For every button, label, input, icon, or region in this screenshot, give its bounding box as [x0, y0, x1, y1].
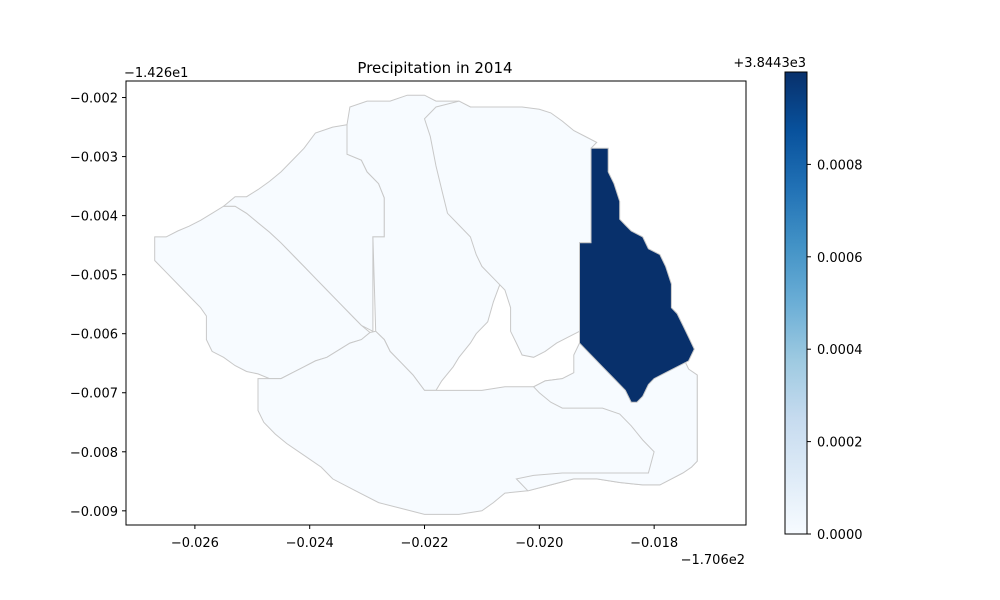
colorbar-tick-label: 0.0006	[817, 251, 863, 266]
map-region-4	[423, 100, 598, 358]
colorbar-tick-label: 0.0000	[817, 528, 863, 543]
map-regions	[154, 94, 698, 515]
colorbar-tick-label: 0.0008	[817, 158, 863, 173]
y-tick-label: −0.003	[70, 151, 118, 166]
y-tick-label: −0.007	[70, 387, 118, 402]
y-offset-label: −1.426e1	[124, 66, 188, 81]
colorbar-tick-label: 0.0004	[817, 343, 863, 358]
colorbar-ticks: 0.0000 0.0002 0.0004 0.0006 0.0008	[807, 158, 863, 543]
y-tick-label: −0.009	[70, 505, 118, 520]
y-axis: −0.002 −0.003 −0.004 −0.005 −0.006 −0.007 −0.0…	[70, 92, 126, 520]
y-tick-label: −0.008	[70, 446, 118, 461]
x-tick-label: −0.020	[515, 536, 563, 551]
x-tick-label: −0.022	[400, 536, 448, 551]
colorbar-gradient	[784, 71, 808, 535]
x-tick-label: −0.024	[286, 536, 334, 551]
map-region-7	[579, 147, 695, 403]
y-tick-label: −0.002	[70, 92, 118, 107]
plot-frame	[125, 80, 747, 526]
chart-title: Precipitation in 2014	[357, 59, 512, 77]
x-offset-label: −1.706e2	[681, 553, 745, 568]
y-tick-label: −0.005	[70, 269, 118, 284]
x-tick-label: −0.018	[630, 536, 678, 551]
y-tick-label: −0.006	[70, 328, 118, 343]
x-tick-label: −0.026	[171, 536, 219, 551]
x-axis: −0.026 −0.024 −0.022 −0.020 −0.018	[171, 525, 678, 551]
y-tick-label: −0.004	[70, 210, 118, 225]
colorbar-offset-label: +3.8443e3	[733, 56, 806, 71]
colorbar-tick-label: 0.0002	[817, 436, 863, 451]
colorbar: 0.0000 0.0002 0.0004 0.0006 0.0008 +3.8443e3	[733, 56, 862, 543]
